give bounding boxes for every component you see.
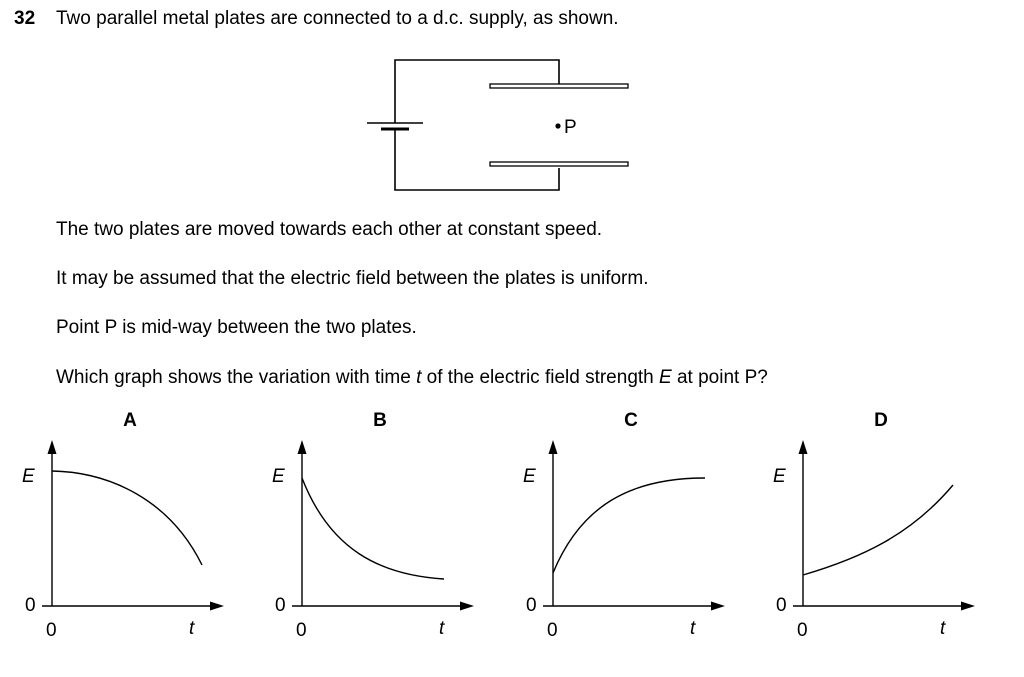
graph-b-xlabel: t: [439, 618, 445, 639]
question-intro: Two parallel metal plates are connected …: [56, 8, 619, 29]
question-line-4: Which graph shows the variation with tim…: [56, 367, 768, 389]
graph-c-xlabel: t: [690, 618, 696, 639]
graph-d-y-origin: 0: [776, 595, 787, 616]
graph-c-ylabel: E: [523, 466, 536, 487]
question-number: 32: [14, 8, 36, 29]
graph-c-y-origin: 0: [526, 595, 537, 616]
q4-var-t: t: [416, 367, 422, 388]
graph-c-x-arrow: [711, 601, 725, 611]
graph-b-letter: B: [373, 410, 387, 431]
graph-b-curve: [301, 477, 445, 580]
question-line-2: It may be assumed that the electric fiel…: [56, 268, 649, 289]
graph-d-x-origin: 0: [797, 620, 808, 641]
question-line-3: Point P is mid-way between the two plate…: [56, 317, 417, 338]
graph-d-curve: [802, 484, 954, 576]
graph-d-plot: [793, 440, 975, 611]
circuit-diagram: P: [367, 59, 629, 191]
question-line-1: The two plates are moved towards each ot…: [56, 219, 603, 240]
q4-part-a: Which graph shows the variation with tim…: [56, 367, 417, 388]
q4-var-e: E: [659, 367, 672, 388]
q4-part-c: at point P?: [671, 367, 768, 388]
graph-a-x-arrow: [210, 601, 224, 611]
graph-a-y-origin: 0: [25, 595, 36, 616]
graph-d-xlabel: t: [940, 618, 946, 639]
graph-d-x-arrow: [961, 601, 975, 611]
graph-d-letter: D: [874, 410, 888, 431]
graph-a-curve: [51, 470, 203, 566]
graph-d-y-arrow: [798, 440, 808, 454]
graph-a-plot: [42, 440, 224, 611]
graph-a-x-origin: 0: [46, 620, 57, 641]
q4-part-b: of the electric field strength: [421, 367, 660, 388]
graph-b-y-arrow: [297, 440, 307, 454]
graph-d-ylabel: E: [773, 466, 786, 487]
top-plate: [489, 83, 629, 89]
graph-a-ylabel: E: [22, 466, 35, 487]
graph-a-xlabel: t: [189, 618, 195, 639]
graph-b-x-origin: 0: [296, 620, 307, 641]
graph-c-letter: C: [624, 410, 638, 431]
top-wire: [394, 59, 560, 123]
bottom-wire: [394, 129, 560, 191]
graph-b-x-arrow: [460, 601, 474, 611]
graph-b-y-origin: 0: [275, 595, 286, 616]
graph-c-plot: [543, 440, 725, 611]
graph-b-plot: [292, 440, 474, 611]
graph-a-letter: A: [123, 410, 137, 431]
point-p-dot: [555, 123, 561, 129]
graph-c-y-arrow: [548, 440, 558, 454]
graph-b-ylabel: E: [272, 466, 285, 487]
bottom-plate: [489, 161, 629, 167]
point-p-label: P: [564, 117, 577, 138]
graph-a-y-arrow: [47, 440, 57, 454]
graph-c-x-origin: 0: [547, 620, 558, 641]
graph-c-curve: [552, 477, 706, 574]
